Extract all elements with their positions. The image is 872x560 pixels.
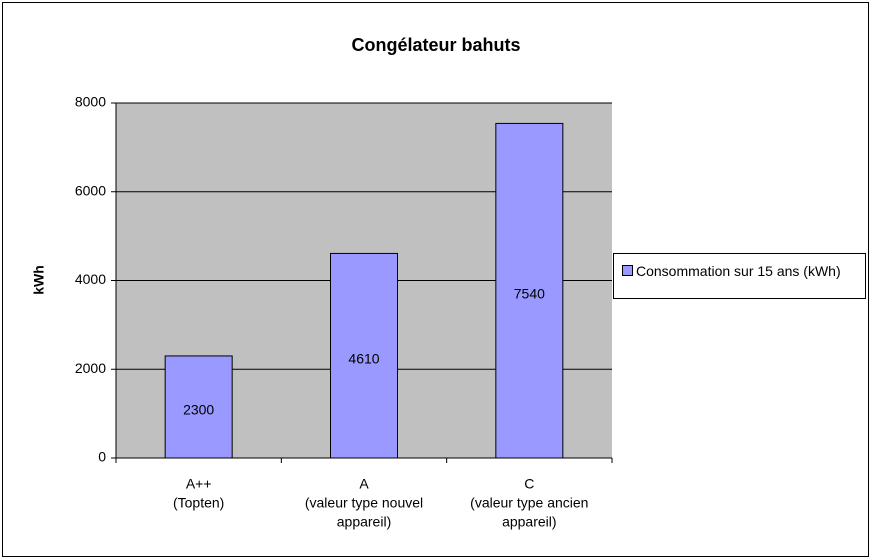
x-tick-label: appareil) [337,514,391,530]
legend-label: Consommation sur 15 ans (kWh) [636,263,841,279]
x-tick-label: appareil) [502,514,556,530]
x-tick-label: (Topten) [173,495,224,511]
data-label: 7540 [514,285,545,301]
y-tick-label: 8000 [75,94,106,110]
y-tick-label: 2000 [75,360,106,376]
bar [495,122,564,459]
x-tick-label: A++ [186,476,212,492]
bar [164,355,233,459]
legend: Consommation sur 15 ans (kWh) [613,253,866,299]
data-label: 2300 [183,402,214,418]
y-tick-label: 4000 [75,271,106,287]
chart-title: Congélateur bahuts [351,35,520,55]
y-tick-label: 6000 [75,182,106,198]
x-tick-label: (valeur type ancien [470,495,588,511]
bar [330,252,398,459]
x-tick-label: (valeur type nouvel [305,495,423,511]
data-label: 4610 [348,350,379,366]
x-tick-label: C [524,476,534,492]
legend-swatch [622,265,633,276]
y-tick-label: 0 [98,449,106,465]
y-axis-label: kWh [31,265,47,295]
x-tick-label: A [359,476,369,492]
